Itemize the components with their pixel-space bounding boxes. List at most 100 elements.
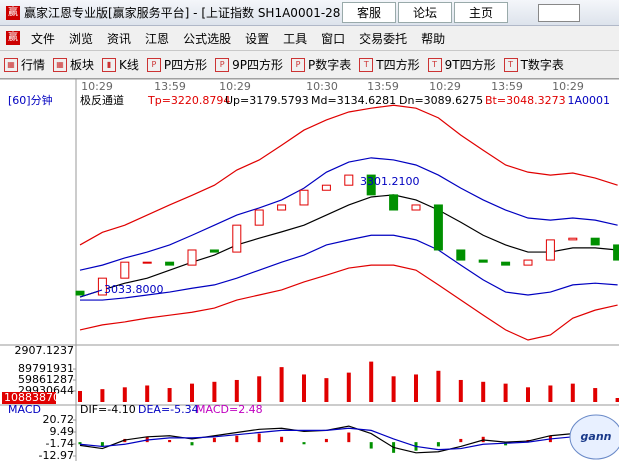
tool-icon: P: [215, 57, 230, 72]
macd-bar: [78, 442, 82, 445]
candle: [590, 237, 600, 246]
toolbar: ▦ 行情 ▦ 板块 ▮ K线 P P四方形 P 9P四方形 P P数字表 T T四方形 T 9T四方形 T T数字…: [0, 51, 619, 79]
volume-bar: [279, 367, 284, 402]
top-button[interactable]: 论坛: [398, 2, 453, 23]
annotation-leader: [79, 289, 103, 298]
macd-bar: [302, 442, 306, 445]
tool-label: 9T四方形: [444, 58, 496, 72]
tool-label: P四方形: [163, 58, 208, 72]
time-label: 10:29: [219, 80, 251, 93]
volume-bar: [234, 379, 239, 402]
volume-bar: [615, 398, 619, 402]
time-label: 10:29: [552, 80, 584, 93]
menu-item[interactable]: 设置: [245, 31, 270, 46]
top-button[interactable]: 客服: [342, 2, 397, 23]
candle: [254, 209, 264, 226]
tool-icon: T: [359, 57, 374, 72]
time-label: 13:59: [491, 80, 523, 93]
macd-bar: [369, 442, 373, 449]
tool-button[interactable]: T 9T四方形: [427, 56, 496, 73]
menu-item[interactable]: 江恩: [145, 31, 170, 46]
candle: [187, 249, 197, 266]
window-title: 赢家江恩专业版[赢家服务平台] - [上证指数 SH1A0001-286[60]…: [24, 6, 340, 20]
menu-item[interactable]: 文件: [31, 31, 56, 46]
volume-bar: [145, 385, 150, 402]
tool-icon: T: [427, 57, 442, 72]
tool-icon: ▦: [53, 57, 68, 72]
tool-button[interactable]: ▦ 行情: [4, 56, 45, 73]
macd-bar: [235, 435, 239, 443]
tool-button[interactable]: P 9P四方形: [215, 56, 283, 73]
app-icon: 赢: [6, 5, 20, 20]
volume-bar: [167, 388, 172, 402]
candle: [545, 239, 555, 261]
channel-line: [79, 104, 618, 246]
macd-bar: [168, 440, 172, 443]
menu-item[interactable]: 窗口: [321, 31, 346, 46]
candle: [501, 261, 511, 266]
volume-bar: [391, 376, 396, 402]
menu-item[interactable]: 工具: [283, 31, 308, 46]
tool-label: 9P四方形: [232, 58, 284, 72]
candle: [97, 277, 107, 296]
tool-label: T数字表: [520, 58, 564, 72]
volume-bar: [212, 381, 217, 402]
tool-icon: T: [503, 57, 518, 72]
tool-button[interactable]: P P数字表: [291, 56, 351, 73]
tool-button[interactable]: P P四方形: [146, 56, 208, 73]
volume-bar: [100, 389, 105, 402]
macd-bar: [436, 442, 440, 447]
y-tick-label: 59861287: [18, 373, 74, 386]
menu-item[interactable]: 交易委托: [359, 31, 408, 46]
y-tick-label: -12.97: [39, 449, 74, 461]
chart-area: 10:29 13:59 10:29 10:30 13:59 10:29 13:59 10:29…: [0, 79, 619, 461]
time-label: 10:29: [429, 80, 461, 93]
candle: [321, 184, 331, 191]
volume-bar: [302, 374, 306, 402]
candle: [142, 261, 152, 264]
tool-icon: P: [146, 57, 161, 72]
macd-bar: [459, 438, 463, 443]
macd-title: MACD: [8, 403, 41, 416]
period-label: [60]分钟: [8, 93, 53, 107]
window-controls[interactable]: [538, 3, 581, 22]
volume-bar: [78, 390, 82, 402]
tool-button[interactable]: ▦ 板块: [53, 56, 94, 73]
candle: [433, 204, 443, 251]
tool-label: K线: [119, 58, 139, 72]
menu-item[interactable]: 资讯: [107, 31, 132, 46]
candle: [523, 259, 533, 266]
menu-item[interactable]: 帮助: [421, 31, 446, 46]
y-tick-label: 2907.1237: [15, 344, 75, 357]
top-button[interactable]: 主页: [454, 2, 509, 23]
tool-button[interactable]: T T数字表: [503, 56, 564, 73]
tool-button[interactable]: ▮ K线: [102, 56, 139, 73]
menu-item[interactable]: 公式选股: [183, 31, 232, 46]
volume-bar: [548, 385, 553, 402]
volume-bar: [369, 361, 374, 402]
indicator-value: Md=3134.6281: [311, 94, 396, 107]
y-tick-label: 89791931: [18, 362, 74, 375]
candle: [478, 259, 488, 263]
volume-bar: [570, 383, 575, 402]
candle: [75, 290, 85, 296]
logo: gann: [581, 430, 612, 443]
volume-bar: [122, 387, 127, 402]
tool-label: T四方形: [376, 58, 420, 72]
title-bar: 赢 赢家江恩专业版[赢家服务平台] - [上证指数 SH1A0001-286[6…: [0, 0, 619, 26]
volume-bar: [503, 383, 508, 402]
y-tick-label: 9.49: [50, 425, 75, 438]
volume-bar: [414, 374, 418, 402]
channel-line: [79, 194, 618, 298]
candle: [299, 189, 309, 206]
menu-item[interactable]: 浏览: [69, 31, 94, 46]
candle: [366, 174, 376, 196]
menu-bar: 赢文件 浏览 资讯 江恩 公式选股 设置 工具 窗口 交易委托 帮助: [0, 26, 619, 51]
time-label: 13:59: [367, 80, 399, 93]
tool-button[interactable]: T T四方形: [359, 56, 420, 73]
candle: [277, 204, 287, 211]
volume-bar: [436, 370, 441, 402]
tool-icon: ▦: [4, 57, 18, 72]
y-tick-label: 20.72: [43, 413, 75, 426]
